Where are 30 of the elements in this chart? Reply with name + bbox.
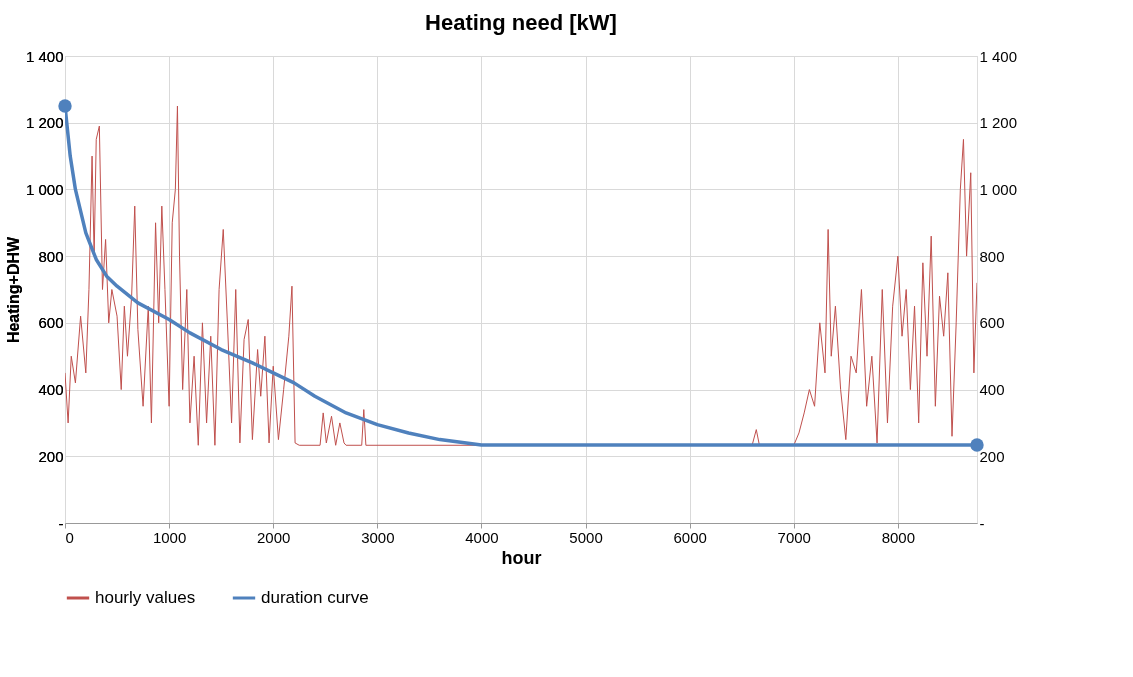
y-tick-label: 400 [38,381,64,399]
y-tick-label: 1 000 [25,180,64,198]
legend-label: hourly values [95,588,196,607]
y-tick-label: 200 [38,447,64,465]
x-tick-label: 8000 [881,528,916,546]
y2-tick-label: 800 [979,247,1005,265]
chart-title: Heating need [kW] [425,10,617,35]
x-tick-label: 1000 [152,528,187,546]
x-tick-label: 0 [65,528,74,546]
x-tick-label: 5000 [569,528,603,546]
x-tick-label: 6000 [673,528,707,546]
y-tick-label: 1 200 [25,114,64,132]
y2-tick-label: 400 [979,381,1005,399]
y2-tick-label: 1 400 [979,47,1018,65]
x-axis-title: hour [501,547,542,568]
x-tick-label: 3000 [361,528,395,546]
y2-tick-label: 1 200 [979,114,1018,132]
y-tick-label: - [58,514,64,532]
y-axis-title: Heating+DHW [4,235,22,344]
x-tick-label: 2000 [257,528,291,546]
y-tick-label: 800 [38,247,64,265]
x-tick-label: 4000 [465,528,499,546]
x-tick-label: 7000 [777,528,811,546]
y2-tick-label: 600 [979,314,1005,332]
legend-label: duration curve [261,588,369,607]
y2-tick-label: - [979,514,985,532]
y2-tick-label: 1 000 [979,180,1018,198]
y-tick-label: 1 400 [25,47,64,65]
y-tick-label: 600 [38,314,64,332]
y2-tick-label: 200 [979,447,1005,465]
